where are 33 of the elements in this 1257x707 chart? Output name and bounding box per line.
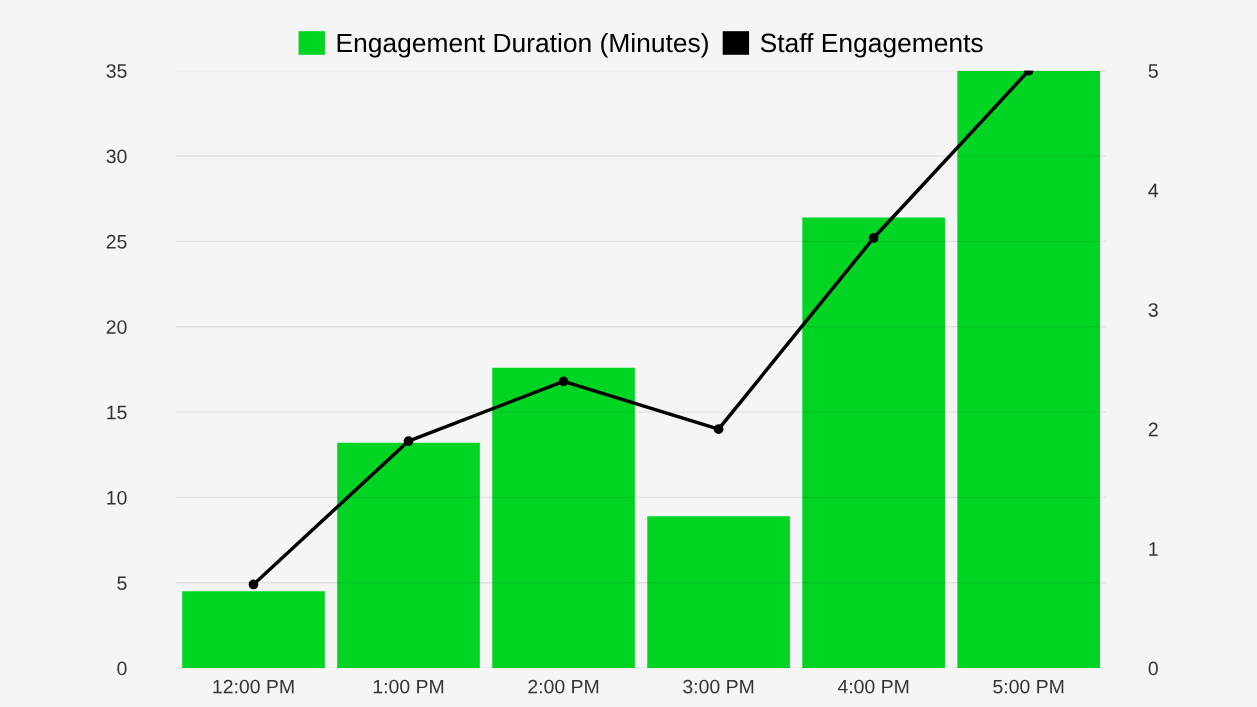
bar — [182, 591, 325, 669]
y2-tick-label: 2 — [1148, 422, 1158, 437]
y-tick-label: 0 — [117, 661, 127, 676]
y-tick-label: 5 — [117, 576, 127, 591]
y2-tick-label: 3 — [1148, 303, 1158, 317]
y2-tick-label: 0 — [1148, 661, 1158, 676]
y-tick-label: 20 — [106, 320, 127, 334]
y2-tick-label: 1 — [1149, 542, 1158, 556]
y2-tick-label: 5 — [1148, 64, 1158, 78]
x-tick-label: 1:00 PM — [373, 679, 444, 694]
x-tick-label: 5:00 PM — [993, 679, 1064, 694]
y2-tick-label: 4 — [1148, 183, 1159, 198]
bar — [802, 217, 945, 669]
point — [713, 424, 724, 435]
y-tick-label: 35 — [106, 64, 127, 78]
point — [248, 579, 259, 590]
bar — [492, 367, 635, 669]
x-tick-label: 2:00 PM — [528, 679, 599, 694]
x-tick-label: 3:00 PM — [683, 679, 754, 694]
y-tick-label: 25 — [106, 234, 127, 249]
bar — [957, 70, 1100, 669]
y-tick-label: 15 — [107, 405, 127, 420]
y-tick-label: 10 — [107, 490, 127, 505]
point — [558, 376, 569, 387]
y-tick-label: 30 — [106, 149, 127, 164]
x-tick-label: 4:00 PM — [837, 679, 909, 694]
x-tick-label: 12:00 PM — [213, 679, 294, 694]
bar — [337, 442, 480, 669]
legend-label: Engagement Duration (Minutes) — [337, 32, 708, 58]
bar — [647, 516, 790, 669]
point — [403, 436, 414, 446]
legend-label: Staff Engagements — [760, 32, 983, 58]
point — [868, 233, 879, 243]
